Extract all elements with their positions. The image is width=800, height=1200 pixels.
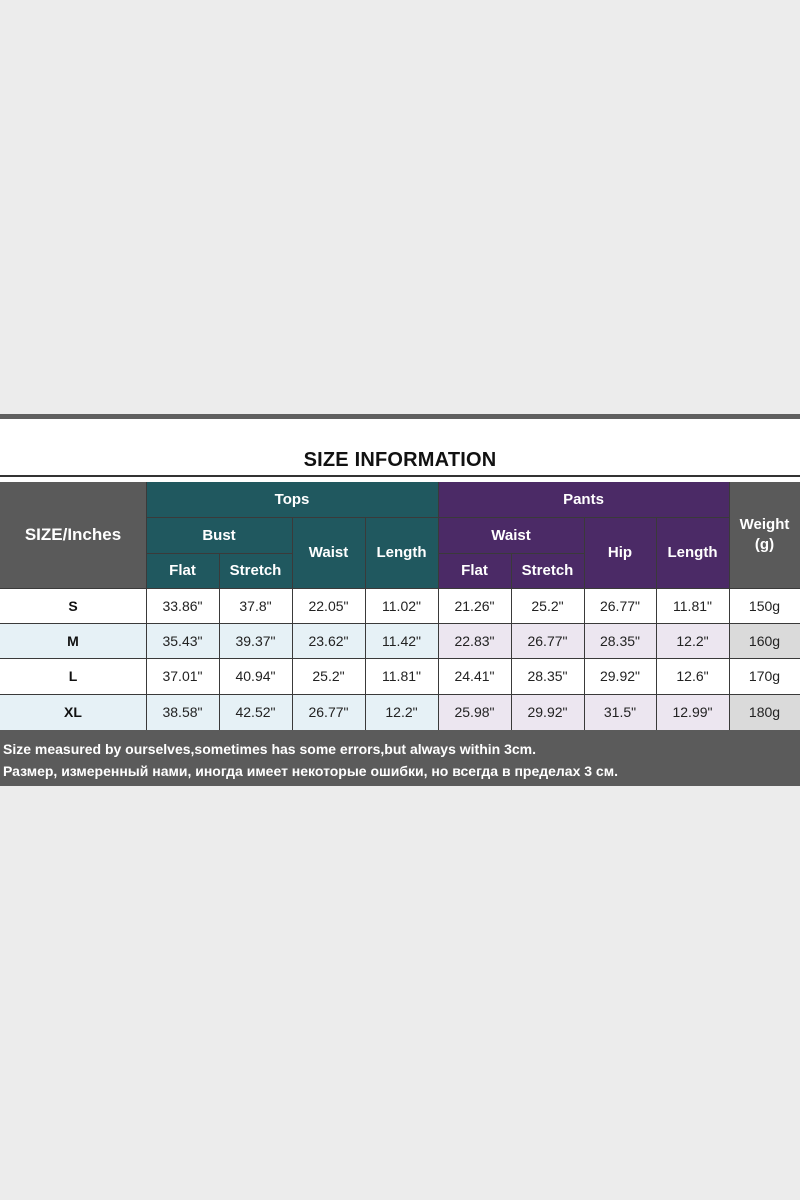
- table-cell: 12.99": [656, 694, 729, 730]
- table-cell: 170g: [748, 668, 781, 684]
- tops-waist-header: Waist: [292, 517, 365, 588]
- tops-header: Tops: [146, 482, 438, 517]
- table-cell: 24.41": [454, 668, 495, 684]
- table-cell: 150g: [748, 597, 781, 614]
- table-cell: 21.26": [454, 597, 495, 614]
- pants-header: Pants: [438, 482, 729, 517]
- table-cell: 37.01": [162, 668, 203, 684]
- table-cell: 31.5": [584, 694, 656, 730]
- table-cell: 28.35": [584, 623, 656, 658]
- size-table: SIZE/Inches Tops Bust Flat Stretch Waist…: [0, 482, 800, 730]
- bust-header: Bust: [146, 517, 292, 553]
- table-cell: 35.43": [146, 623, 219, 658]
- size-cell-m: M: [0, 623, 146, 658]
- table-cell: 33.86": [162, 597, 203, 614]
- size-header: SIZE/Inches: [0, 482, 146, 588]
- grid-line: [0, 694, 800, 695]
- tops-length-header: Length: [365, 517, 438, 588]
- grid-line: [146, 482, 147, 730]
- table-cell: 26.77": [292, 694, 365, 730]
- size-cell-l: L: [68, 668, 78, 684]
- table-cell: 22.05": [308, 597, 349, 614]
- table-cell: 25.2": [531, 597, 564, 614]
- table-cell: 40.94": [235, 668, 276, 684]
- grid-line: [729, 482, 730, 730]
- table-cell: 11.42": [365, 623, 438, 658]
- top-divider: [0, 414, 800, 419]
- table-cell: 37.8": [239, 597, 272, 614]
- bust-stretch-header: Stretch: [219, 553, 292, 588]
- size-chart: SIZE INFORMATION SIZE/Inches Tops Bust F…: [0, 414, 800, 786]
- table-cell: 38.58": [146, 694, 219, 730]
- size-cell-s: S: [68, 597, 78, 614]
- measurement-note: Size measured by ourselves,sometimes has…: [0, 730, 800, 786]
- pants-length-header: Length: [656, 517, 729, 588]
- grid-line: [511, 553, 512, 730]
- table-cell: 23.62": [292, 623, 365, 658]
- table-cell: 12.6": [676, 668, 709, 684]
- table-cell: 12.2": [656, 623, 729, 658]
- table-cell: 12.2": [365, 694, 438, 730]
- table-cell: 25.98": [438, 694, 511, 730]
- table-cell: 28.35": [527, 668, 568, 684]
- table-cell: 25.2": [312, 668, 345, 684]
- table-cell: 180g: [729, 694, 800, 730]
- table-cell: 42.52": [219, 694, 292, 730]
- chart-title: SIZE INFORMATION: [303, 449, 497, 471]
- table-cell: 29.92": [599, 668, 640, 684]
- grid-line: [0, 658, 800, 659]
- table-cell: 39.37": [219, 623, 292, 658]
- grid-line: [438, 553, 584, 554]
- table-cell: 29.92": [511, 694, 584, 730]
- table-cell: 11.81": [673, 597, 712, 614]
- title-underline: [0, 475, 800, 477]
- grid-line: [219, 553, 220, 730]
- note-english: Size measured by ourselves,sometimes has…: [3, 741, 536, 757]
- table-cell: 22.83": [438, 623, 511, 658]
- grid-line: [0, 623, 800, 624]
- pants-waist-header: Waist: [438, 517, 584, 553]
- grid-line: [438, 482, 439, 730]
- hip-header: Hip: [584, 517, 656, 588]
- size-cell-xl: XL: [0, 694, 146, 730]
- grid-line: [146, 553, 292, 554]
- pants-waist-stretch-header: Stretch: [511, 553, 584, 588]
- bust-flat-header: Flat: [146, 553, 219, 588]
- note-russian: Размер, измеренный нами, иногда имеет не…: [3, 763, 618, 779]
- table-cell: 11.81": [382, 668, 421, 684]
- grid-line: [146, 517, 729, 518]
- table-cell: 26.77": [511, 623, 584, 658]
- table-cell: 11.02": [382, 597, 421, 614]
- table-cell: 160g: [729, 623, 800, 658]
- pants-waist-flat-header: Flat: [438, 553, 511, 588]
- grid-line: [0, 588, 800, 589]
- weight-header: Weight (g): [729, 482, 800, 588]
- table-cell: 26.77": [599, 597, 640, 614]
